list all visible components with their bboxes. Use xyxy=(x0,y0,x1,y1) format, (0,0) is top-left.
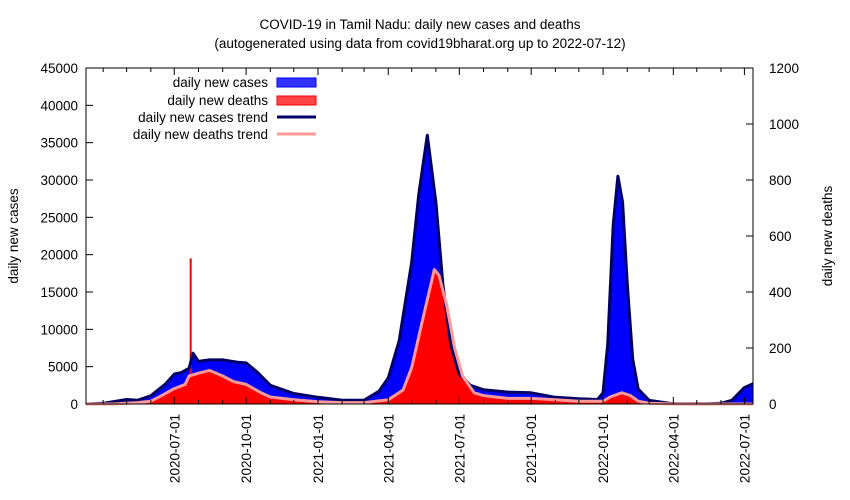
legend-label-cases: daily new cases xyxy=(173,75,269,90)
right-tick-labels: 0 200 400 600 800 1000 1200 xyxy=(769,61,799,412)
left-tick-label: 30000 xyxy=(40,173,78,188)
left-tick-label: 0 xyxy=(70,397,78,412)
x-tick-labels: 2020-07-01 2020-10-01 2021-01-01 2021-04-01… xyxy=(167,414,752,483)
legend-swatch-deaths xyxy=(276,95,317,106)
left-tick-label: 20000 xyxy=(40,248,78,263)
legend-label-deaths-trend: daily new deaths trend xyxy=(133,127,268,142)
left-tick-label: 40000 xyxy=(40,98,78,113)
right-tick-label: 600 xyxy=(769,229,792,244)
right-tick-label: 400 xyxy=(769,285,792,300)
left-tick-label: 35000 xyxy=(40,136,78,151)
x-tick-label: 2020-10-01 xyxy=(239,414,254,483)
left-tick-label: 10000 xyxy=(40,322,78,337)
right-tick-label: 1200 xyxy=(769,61,799,76)
x-tick-label: 2021-04-01 xyxy=(381,414,396,483)
right-tick-label: 0 xyxy=(769,397,777,412)
left-tick-label: 5000 xyxy=(48,360,78,375)
y-axis-label-right: daily new deaths xyxy=(820,185,835,286)
y-axis-label-left: daily new cases xyxy=(6,188,21,284)
left-tick-labels: 0 5000 10000 15000 20000 25000 30000 35000 40000… xyxy=(40,61,78,412)
x-tick-label: 2022-07-01 xyxy=(737,414,752,483)
data-areas xyxy=(85,133,754,406)
right-tick-label: 1000 xyxy=(769,117,799,132)
legend-swatch-cases xyxy=(276,77,317,88)
cases-trend-line xyxy=(85,133,754,406)
left-tick-label: 25000 xyxy=(40,210,78,225)
x-tick-label: 2021-01-01 xyxy=(311,414,326,483)
x-tick-label: 2022-01-01 xyxy=(596,414,611,483)
x-tick-label: 2022-04-01 xyxy=(666,414,681,483)
plot-frame xyxy=(85,67,754,405)
chart-title: COVID-19 in Tamil Nadu: daily new cases … xyxy=(260,17,581,32)
chart-subtitle: (autogenerated using data from covid19bh… xyxy=(214,36,625,51)
x-tick-label: 2021-10-01 xyxy=(524,414,539,483)
legend-label-cases-trend: daily new cases trend xyxy=(138,110,268,125)
legend: daily new cases daily new deaths daily n… xyxy=(133,75,317,142)
left-tick-label: 45000 xyxy=(40,61,78,76)
legend-label-deaths: daily new deaths xyxy=(167,93,268,108)
cases-area xyxy=(86,135,753,404)
right-tick-label: 800 xyxy=(769,173,792,188)
deaths-trend-line xyxy=(86,268,753,406)
x-tick-label: 2020-07-01 xyxy=(167,414,182,483)
right-tick-label: 200 xyxy=(769,341,792,356)
left-tick-label: 15000 xyxy=(40,285,78,300)
x-tick-label: 2021-07-01 xyxy=(452,414,467,483)
